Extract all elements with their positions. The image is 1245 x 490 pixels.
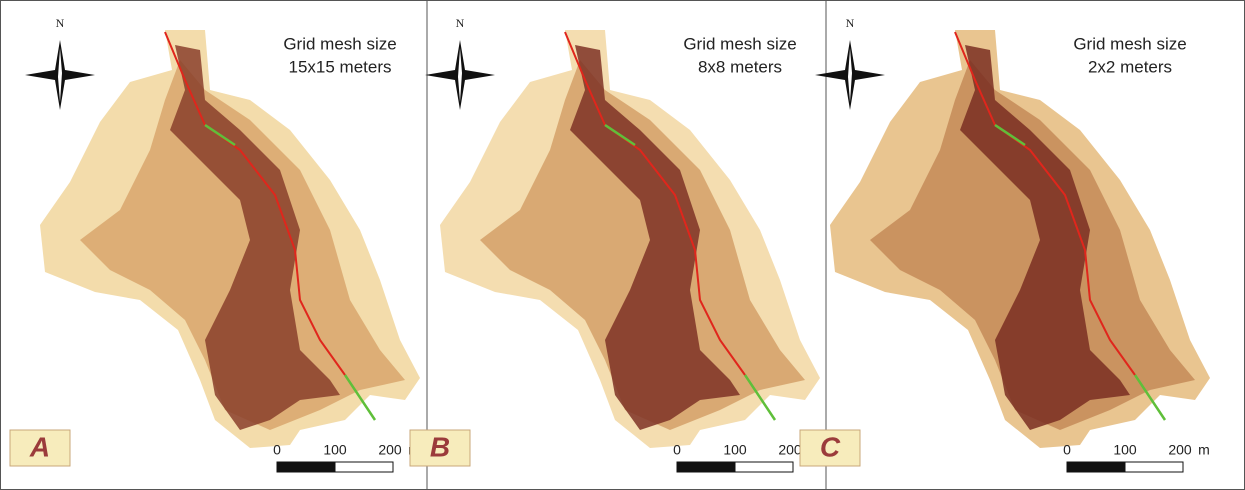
mesh-title: Grid mesh size [283, 34, 396, 53]
scale-label: 200 [1168, 442, 1192, 458]
scale-black [277, 462, 335, 472]
panel-label: C [820, 431, 841, 462]
scale-label: 0 [1063, 442, 1071, 458]
scale-black [677, 462, 735, 472]
panel-label: B [430, 431, 450, 462]
scale-label: 100 [323, 442, 347, 458]
north-label: N [56, 16, 65, 30]
scale-label: 0 [273, 442, 281, 458]
north-label: N [846, 16, 855, 30]
scale-white [735, 462, 793, 472]
north-label: N [456, 16, 465, 30]
figure: Grid mesh size 15x15 meters N A 0 100 200 m Grid… [0, 0, 1245, 490]
scale-black [1067, 462, 1125, 472]
mesh-size: 8x8 meters [698, 57, 782, 76]
scale-white [335, 462, 393, 472]
mesh-size: 2x2 meters [1088, 57, 1172, 76]
scale-white [1125, 462, 1183, 472]
scale-label: 0 [673, 442, 681, 458]
panel-label: A [29, 431, 50, 462]
scale-label: 100 [723, 442, 747, 458]
scale-label: 100 [1113, 442, 1137, 458]
mesh-title: Grid mesh size [683, 34, 796, 53]
mesh-title: Grid mesh size [1073, 34, 1186, 53]
mesh-size: 15x15 meters [289, 57, 392, 76]
scale-unit: m [1198, 442, 1210, 458]
scale-label: 200 [778, 442, 802, 458]
scale-label: 200 [378, 442, 402, 458]
